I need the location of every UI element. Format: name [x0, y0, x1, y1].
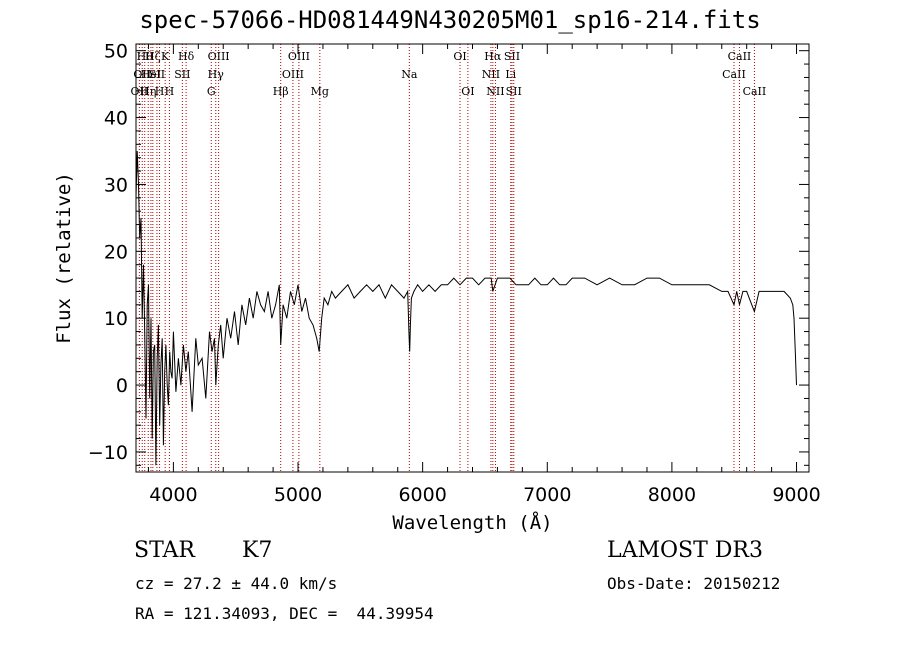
line-label-5: Hζ — [145, 50, 161, 63]
line-label-28: CaII — [722, 68, 746, 81]
x-axis-label: Wavelength (Å) — [392, 511, 552, 534]
line-label-29: CaII — [728, 50, 752, 63]
line-label-19: Na — [401, 68, 418, 81]
x-tick-label-1: 5000 — [274, 484, 322, 506]
x-tick-label-5: 9000 — [772, 484, 820, 506]
line-label-30: CaII — [743, 85, 767, 98]
line-label-12: G — [207, 85, 216, 98]
y-tick-label-2: 10 — [104, 308, 128, 330]
y-tick-label-3: 20 — [104, 241, 128, 263]
line-label-26: SII — [504, 50, 520, 63]
line-label-15: Hβ — [273, 85, 289, 98]
line-label-22: NII — [482, 68, 500, 81]
chart-title: spec-57066-HD081449N430205M01_sp16-214.f… — [139, 6, 761, 34]
x-tick-label-3: 7000 — [523, 484, 571, 506]
x-tick-label-0: 4000 — [149, 484, 197, 506]
line-label-23: Hα — [484, 50, 502, 63]
object-class: STAR — [134, 538, 195, 563]
line-label-6: SII — [149, 68, 165, 81]
line-label-11: Hδ — [178, 50, 195, 63]
line-label-13: Hγ — [208, 68, 225, 81]
line-label-14: OIII — [208, 50, 230, 63]
line-label-7: H — [155, 85, 165, 98]
line-label-8: K — [161, 50, 170, 63]
survey-name: LAMOST DR3 — [607, 538, 763, 563]
line-label-24: NII — [486, 85, 504, 98]
line-label-18: Mg — [311, 85, 329, 98]
y-axis-label: Flux (relative) — [53, 172, 75, 344]
plot-frame — [135, 43, 810, 473]
y-tick-label-6: 50 — [104, 41, 128, 63]
line-label-17: OIII — [288, 50, 310, 63]
line-label-0: OII — [131, 85, 149, 98]
object-subclass: K7 — [242, 538, 273, 563]
y-tick-label-1: 0 — [116, 375, 128, 397]
x-tick-label-2: 6000 — [398, 484, 446, 506]
line-label-10: SII — [174, 68, 190, 81]
redshift-text: cz = 27.2 ± 44.0 km/s — [135, 574, 338, 593]
line-label-21: OI — [461, 85, 474, 98]
line-label-16: OIII — [282, 68, 304, 81]
y-tick-label-0: −10 — [88, 442, 128, 464]
spectrum-line — [135, 150, 797, 466]
line-label-2: Hθ — [137, 50, 154, 63]
line-label-20: OI — [453, 50, 466, 63]
coordinates-text: RA = 121.34093, DEC = 44.39954 — [135, 604, 434, 623]
line-label-4: HeI — [141, 68, 161, 81]
y-tick-label-5: 40 — [104, 108, 128, 130]
obs-date-text: Obs-Date: 20150212 — [607, 574, 781, 593]
line-label-3: Hη — [140, 85, 156, 98]
line-label-27: SII — [506, 85, 522, 98]
y-tick-label-4: 30 — [104, 174, 128, 196]
x-tick-label-4: 8000 — [648, 484, 696, 506]
line-label-9: H — [165, 85, 175, 98]
line-label-25: Li — [505, 68, 516, 81]
